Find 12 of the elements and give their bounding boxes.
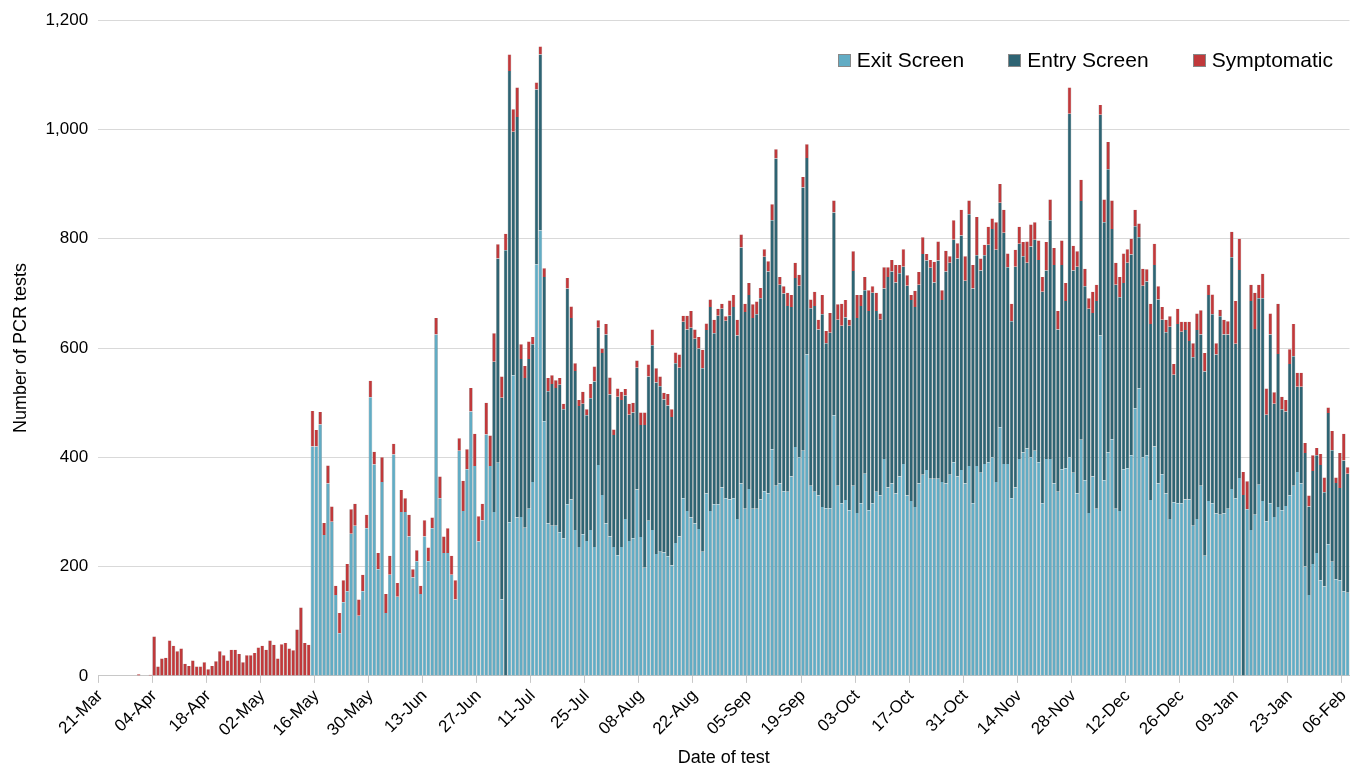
y-tick-label: 0 [78, 665, 89, 685]
y-axis-title: Number of PCR tests [9, 263, 30, 434]
y-tick-label: 200 [59, 556, 89, 576]
x-axis-title: Date of test [677, 747, 770, 768]
legend-label: Symptomatic [1211, 48, 1333, 72]
y-tick-label: 1,200 [45, 9, 89, 29]
legend-label: Entry Screen [1027, 48, 1149, 72]
y-tick-label: 400 [59, 447, 89, 467]
y-tick-label: 800 [59, 228, 89, 248]
legend-label: Exit Screen [856, 48, 965, 72]
y-tick-label: 600 [59, 337, 89, 357]
y-tick-label: 1,000 [45, 119, 89, 139]
